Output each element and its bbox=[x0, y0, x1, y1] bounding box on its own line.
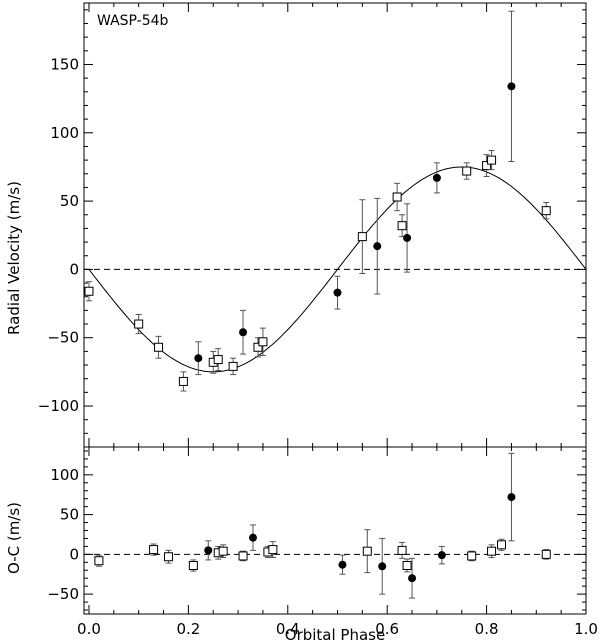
rv-y-tick-label: 0 bbox=[69, 260, 79, 278]
oc-square-point bbox=[497, 540, 507, 550]
rv-filled-point bbox=[432, 173, 441, 182]
oc-plot-frame bbox=[83, 446, 587, 615]
rv-filled-point bbox=[403, 233, 412, 242]
rv-square-point bbox=[462, 166, 472, 176]
oc-square-point bbox=[362, 546, 372, 556]
rv-panel: −100 −50 0 50 100 150 bbox=[38, 2, 587, 448]
oc-square-point bbox=[541, 549, 551, 559]
x-tick-label: 0.8 bbox=[475, 620, 499, 638]
x-axis-label: Orbital Phase bbox=[285, 626, 385, 644]
oc-y-tick-label: 100 bbox=[50, 466, 79, 484]
rv-y-tick-label: 50 bbox=[60, 192, 79, 210]
rv-square-point bbox=[357, 232, 367, 242]
oc-square-point bbox=[163, 552, 173, 562]
rv-filled-point bbox=[194, 354, 203, 363]
rv-square-point bbox=[84, 286, 94, 296]
oc-square-point bbox=[188, 560, 198, 570]
rv-y-axis-label: Radial Velocity (m/s) bbox=[5, 181, 23, 335]
rv-y-tick-label: −50 bbox=[47, 329, 79, 347]
residual-panel: 0.0 0.2 0.4 0.6 0.8 1.0 −50 0 50 100 bbox=[47, 446, 598, 638]
oc-square-point bbox=[397, 545, 407, 555]
oc-square-point bbox=[218, 546, 228, 556]
rv-square-point bbox=[487, 155, 497, 165]
oc-filled-point bbox=[338, 560, 347, 569]
oc-square-point bbox=[467, 551, 477, 561]
rv-square-point bbox=[392, 192, 402, 202]
x-tick-label: 0.4 bbox=[276, 620, 300, 638]
rv-y-tick-label: 100 bbox=[50, 124, 79, 142]
oc-y-axis-label: O-C (m/s) bbox=[5, 502, 23, 574]
oc-filled-point bbox=[507, 493, 516, 502]
rv-square-point bbox=[154, 342, 164, 352]
rv-plot-frame bbox=[83, 2, 587, 448]
oc-square-point bbox=[238, 551, 248, 561]
oc-y-tick-label: 50 bbox=[60, 506, 79, 524]
rv-y-tick-label: 150 bbox=[50, 55, 79, 73]
rv-filled-point bbox=[373, 242, 382, 251]
rv-filled-point bbox=[239, 328, 248, 337]
oc-square-point bbox=[149, 545, 159, 555]
oc-square-point bbox=[268, 545, 278, 555]
oc-filled-point bbox=[408, 574, 417, 583]
rv-filled-point bbox=[333, 288, 342, 297]
oc-square-point bbox=[402, 560, 412, 570]
oc-filled-point bbox=[204, 546, 213, 555]
rv-square-point bbox=[134, 319, 144, 329]
x-tick-label: 0.0 bbox=[77, 620, 101, 638]
planet-label: WASP-54b bbox=[97, 13, 169, 29]
rv-square-point bbox=[397, 221, 407, 231]
oc-y-tick-label: 0 bbox=[69, 545, 79, 563]
oc-y-tick-label: −50 bbox=[47, 585, 79, 603]
x-tick-label: 0.6 bbox=[375, 620, 399, 638]
oc-filled-point bbox=[248, 533, 257, 542]
oc-square-point bbox=[487, 546, 497, 556]
rv-square-point bbox=[228, 361, 238, 371]
rv-square-point bbox=[253, 342, 263, 352]
rv-square-point bbox=[178, 376, 188, 386]
rv-square-point bbox=[541, 206, 551, 216]
rv-square-point bbox=[482, 161, 492, 171]
oc-filled-point bbox=[378, 562, 387, 571]
x-tick-label: 0.2 bbox=[176, 620, 200, 638]
rv-y-tick-label: −100 bbox=[38, 397, 79, 415]
rv-square-point bbox=[258, 337, 268, 347]
orbit-model-curve bbox=[84, 166, 587, 373]
rv-filled-point bbox=[507, 82, 516, 91]
oc-square-point bbox=[94, 556, 104, 566]
rv-square-point bbox=[213, 355, 223, 365]
oc-filled-point bbox=[437, 551, 446, 560]
x-tick-label: 1.0 bbox=[574, 620, 598, 638]
